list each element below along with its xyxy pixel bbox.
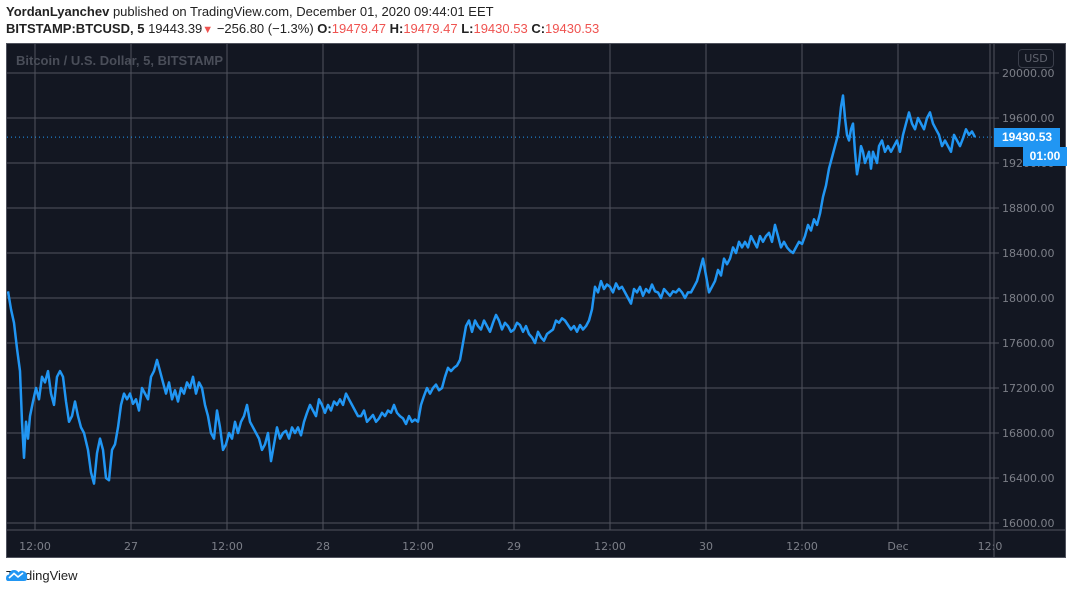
author-name[interactable]: YordanLyanchev [6,4,110,19]
currency-button[interactable]: USD [1018,49,1054,68]
x-axis-label: 12:00 [402,540,434,553]
high-label: H: [389,21,404,36]
open-value: 19479.47 [331,21,386,36]
y-axis-label: 16000.00 [1002,517,1055,530]
bar-countdown-tag: 01:00 [1023,147,1067,167]
x-axis-label: Dec [887,540,908,553]
last-price: 19443.39 [148,21,203,36]
chart-watermark: Bitcoin / U.S. Dollar, 5, BITSTAMP [16,53,224,68]
symbol-info-bar: BITSTAMP:BTCUSD, 5 19443.39▼ −256.80 (−1… [6,21,599,36]
close-label: C: [531,21,546,36]
y-axis-label: 18800.00 [1002,202,1055,215]
low-value: 19430.53 [473,21,528,36]
x-axis-label: 12:00 [19,540,51,553]
x-axis-label: 30 [699,540,713,553]
high-value: 19479.47 [403,21,458,36]
y-axis-label: 18000.00 [1002,292,1055,305]
tradingview-cloud-icon [6,570,28,581]
y-axis-label: 16800.00 [1002,427,1055,440]
current-price-tag: 19430.53 [994,128,1060,148]
x-axis-label: 27 [124,540,138,553]
down-arrow-icon: ▼ [202,24,214,36]
close-value: 19430.53 [545,21,600,36]
price-change: −256.80 (−1.3%) [216,21,314,36]
publish-info: YordanLyanchev published on TradingView.… [6,4,494,19]
price-line [7,94,977,485]
chart-panel[interactable]: 16000.00 16400.00 16800.00 17200.00 17600.00… [6,43,1067,558]
y-axis-label: 17200.00 [1002,382,1055,395]
y-axis-label: 19600.00 [1002,112,1055,125]
y-axis-label: 16400.00 [1002,472,1055,485]
published-text: published on TradingView.com, December 0… [112,4,494,19]
x-axis-label: 29 [507,540,521,553]
y-axis-label: 20000.00 [1002,67,1055,80]
x-axis-label: 12:0 [978,540,1003,553]
y-axis-label: 17600.00 [1002,337,1055,350]
x-axis-label: 12:00 [594,540,626,553]
x-axis-label: 28 [316,540,330,553]
y-axis-label: 18400.00 [1002,247,1055,260]
tradingview-logo[interactable]: TradingView [6,568,78,583]
open-label: O: [317,21,332,36]
symbol-label: BITSTAMP:BTCUSD, 5 [6,21,145,36]
low-label: L: [461,21,474,36]
x-axis-label: 12:00 [211,540,243,553]
price-chart[interactable]: 16000.00 16400.00 16800.00 17200.00 17600.00… [7,44,1065,557]
x-axis-label: 12:00 [786,540,818,553]
